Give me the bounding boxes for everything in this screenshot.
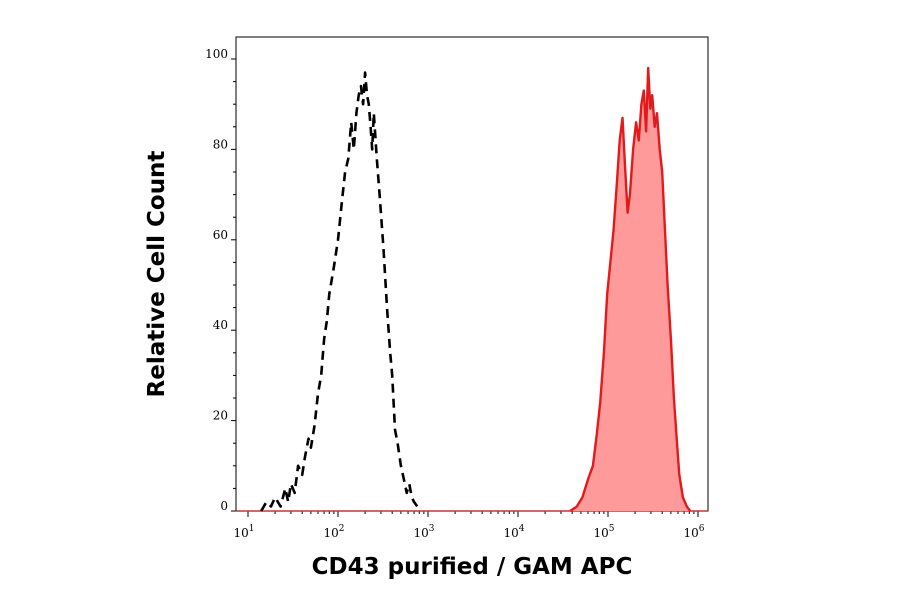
series-fill (570, 68, 691, 511)
y-tick-label: 100 (205, 47, 228, 61)
y-tick-label: 40 (213, 318, 228, 332)
y-axis: 0 20 40 60 80 100 (205, 47, 236, 513)
y-axis-title: Relative Cell Count (144, 151, 170, 398)
series-line (569, 66, 692, 512)
x-tick-label: 101 (233, 524, 254, 540)
x-tick-label: 105 (593, 524, 614, 540)
y-tick-label: 20 (213, 409, 228, 423)
x-tick-label: 102 (323, 524, 344, 540)
series-line (260, 71, 421, 512)
x-tick-label: 103 (413, 524, 434, 540)
y-tick-label: 0 (220, 499, 228, 513)
x-tick-label: 104 (503, 524, 524, 540)
series-layer (236, 66, 708, 512)
x-axis-title: CD43 purified / GAM APC (312, 554, 633, 580)
x-axis: 101 102 103 104 105 106 (233, 511, 705, 540)
x-tick-label: 106 (683, 524, 704, 540)
y-tick-label: 60 (213, 228, 228, 242)
y-tick-label: 80 (213, 137, 228, 151)
